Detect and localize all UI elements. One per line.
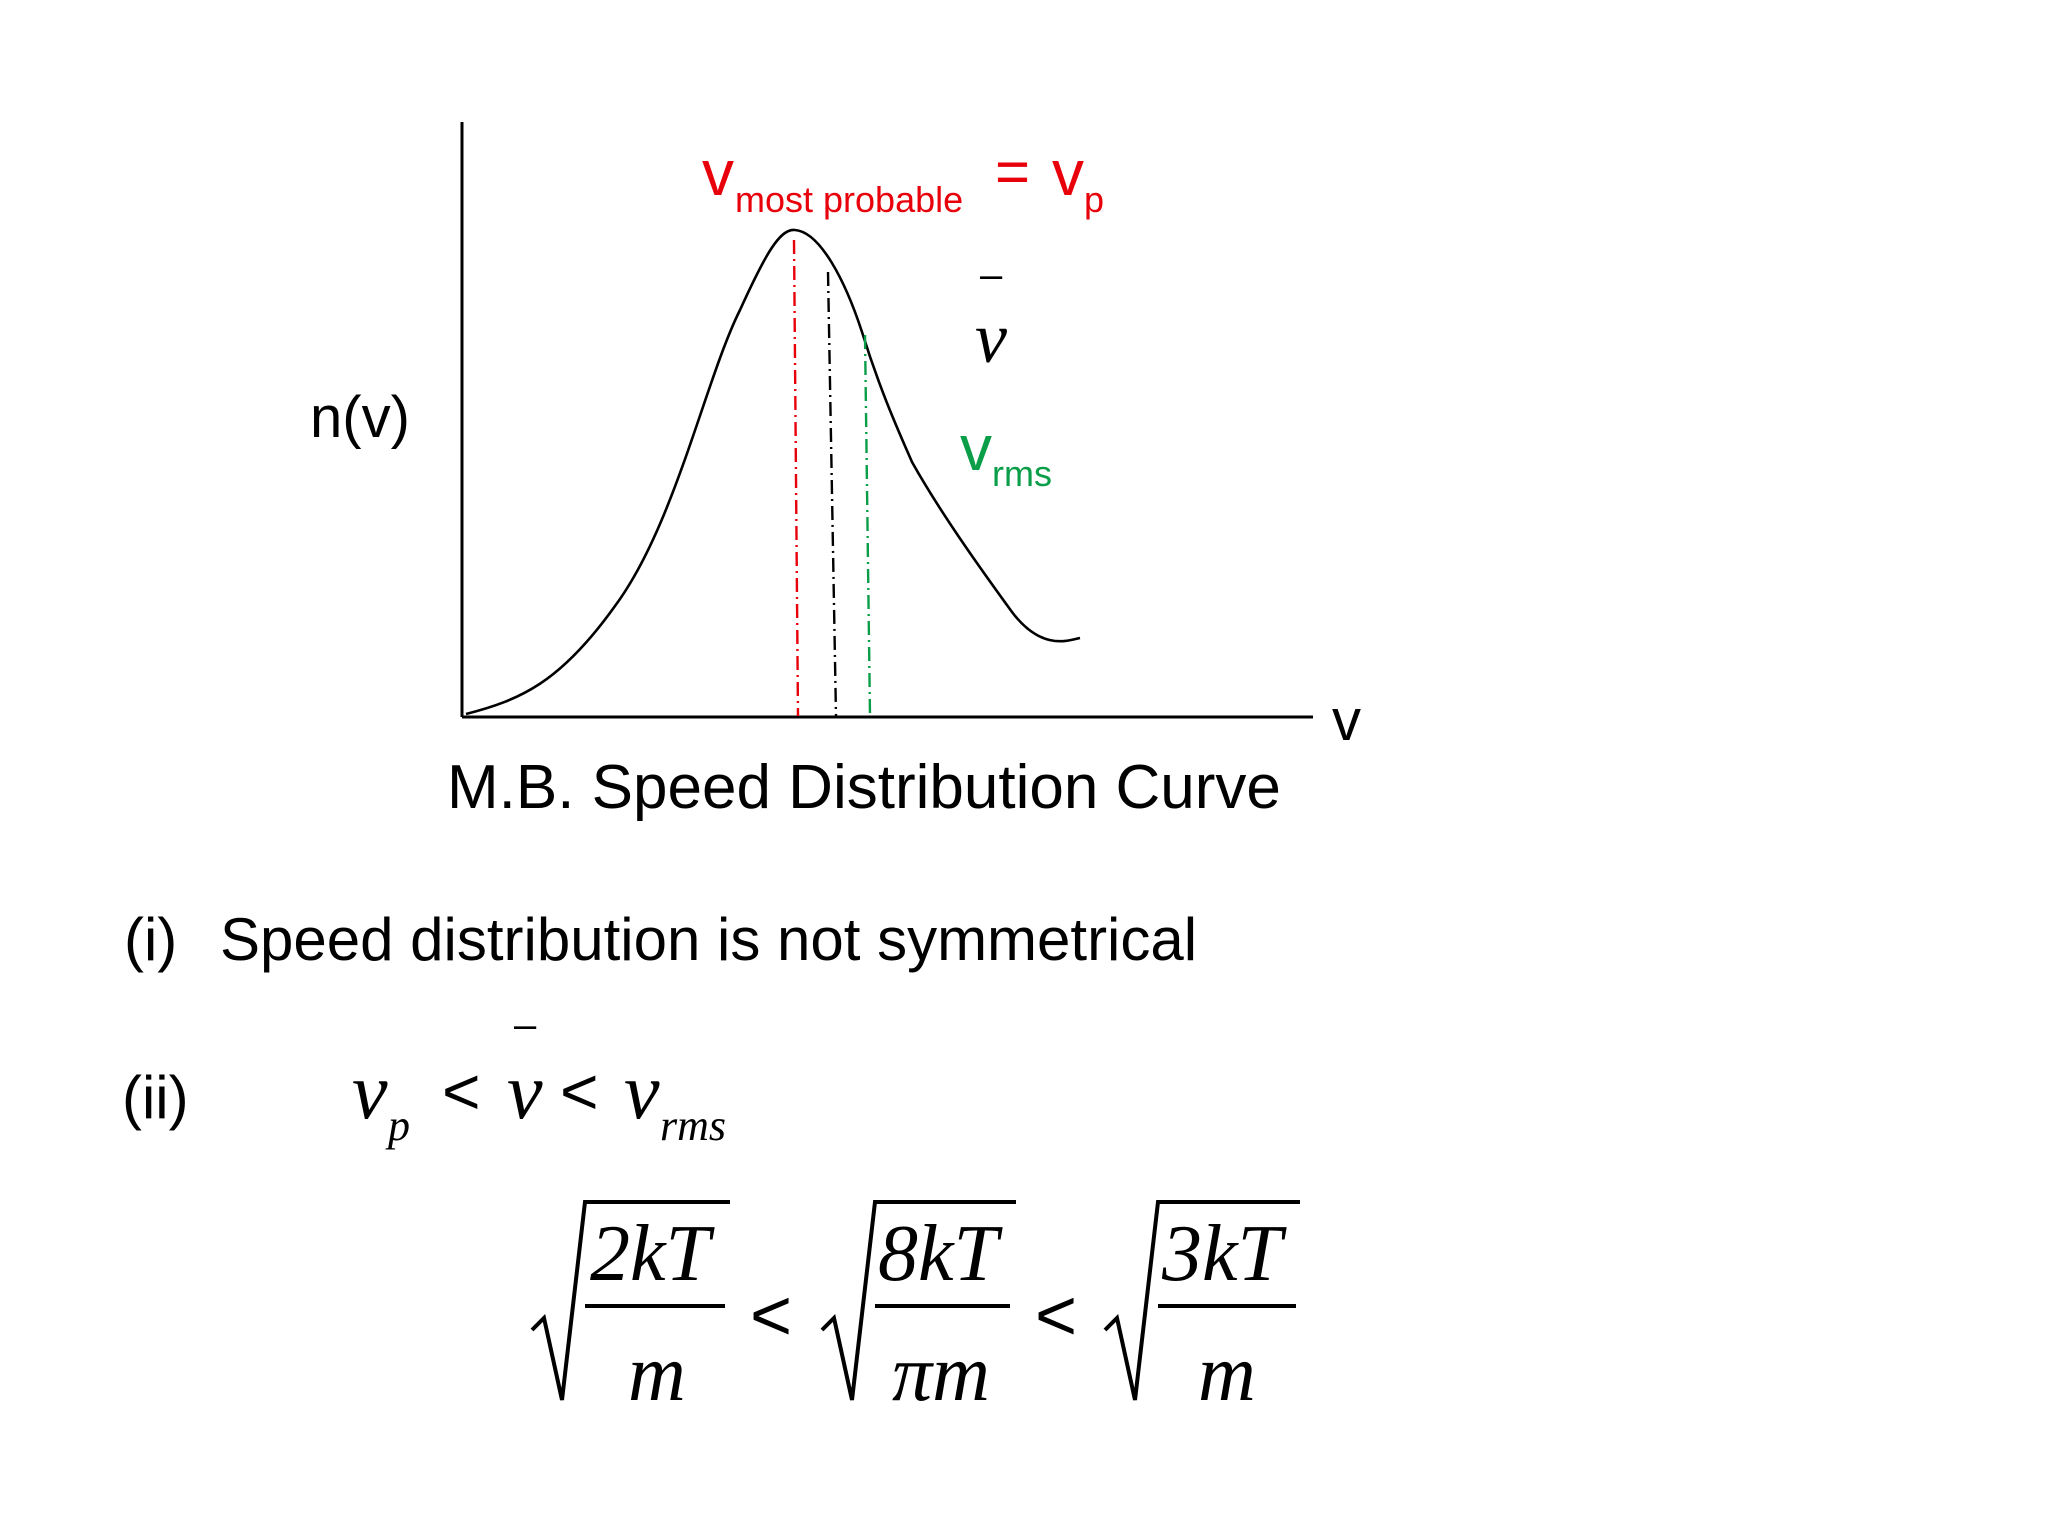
vp-label-v: v — [702, 137, 734, 209]
vrms-label: v rms — [960, 412, 1052, 494]
vp-label-subscript2: p — [1084, 179, 1104, 220]
fraction-1-denominator: m — [628, 1330, 686, 1418]
sqrt-8kT-over-pi-m: 8kT πm — [820, 1200, 1016, 1418]
point-ii-marker: (ii) — [122, 1064, 189, 1131]
fraction-3-numerator: 3kT — [1161, 1210, 1288, 1298]
vmean-dashed-line — [826, 271, 838, 717]
inequality-vbar-bar: – — [514, 1003, 537, 1047]
vp-dashed-line — [792, 239, 800, 717]
sqrt-2kT-over-m: 2kT m — [530, 1200, 730, 1418]
point-ii: (ii) v p < – v < v rms — [122, 1003, 726, 1150]
vp-label-subscript: most probable — [735, 179, 963, 220]
inequality-lt-2: < — [560, 1054, 599, 1128]
y-axis-label: n(v) — [310, 385, 410, 450]
vmean-label-bar: – — [980, 253, 1003, 297]
vp-label-v2: v — [1052, 137, 1084, 209]
inequality-vbar: v — [507, 1048, 543, 1136]
x-axis-label: v — [1332, 688, 1361, 753]
inequality-vrms-subscript: rms — [660, 1101, 726, 1150]
point-i-text: Speed distribution is not symmetrical — [220, 906, 1197, 973]
radical-sign-3 — [1103, 1200, 1300, 1401]
vp-label: v most probable = v p — [702, 137, 1104, 220]
graph-caption: M.B. Speed Distribution Curve — [447, 753, 1281, 822]
distribution-graph: n(v) v v most probable = v p – v v rms M… — [310, 122, 1361, 822]
radical-sign-1 — [530, 1200, 730, 1401]
formula-lt-2: < — [1035, 1276, 1077, 1356]
formula-lt-1: < — [750, 1276, 792, 1356]
inequality-vrms: v — [624, 1048, 660, 1136]
inequality-vp-subscript: p — [385, 1101, 410, 1150]
fraction-2-numerator: 8kT — [878, 1210, 1004, 1298]
fraction-2-denominator: πm — [892, 1330, 990, 1418]
point-i-marker: (i) — [124, 906, 177, 973]
vrms-label-v: v — [960, 412, 992, 484]
distribution-curve — [465, 228, 1081, 716]
point-i: (i) Speed distribution is not symmetrica… — [124, 906, 1197, 973]
vrms-dashed-line — [863, 334, 872, 717]
sqrt-3kT-over-m: 3kT m — [1103, 1200, 1300, 1418]
inequality-vp: v — [352, 1048, 388, 1136]
radical-sign-2 — [820, 1200, 1016, 1401]
vrms-label-subscript: rms — [992, 453, 1052, 494]
fraction-1-numerator: 2kT — [590, 1210, 716, 1298]
speed-formula: 2kT m < 8kT πm < 3kT m — [530, 1200, 1300, 1418]
inequality-lt-1: < — [442, 1054, 481, 1128]
vmean-label: – v — [975, 253, 1007, 378]
vp-label-equals: = — [995, 138, 1030, 205]
vmean-label-v: v — [975, 298, 1007, 378]
fraction-3-denominator: m — [1198, 1330, 1256, 1418]
